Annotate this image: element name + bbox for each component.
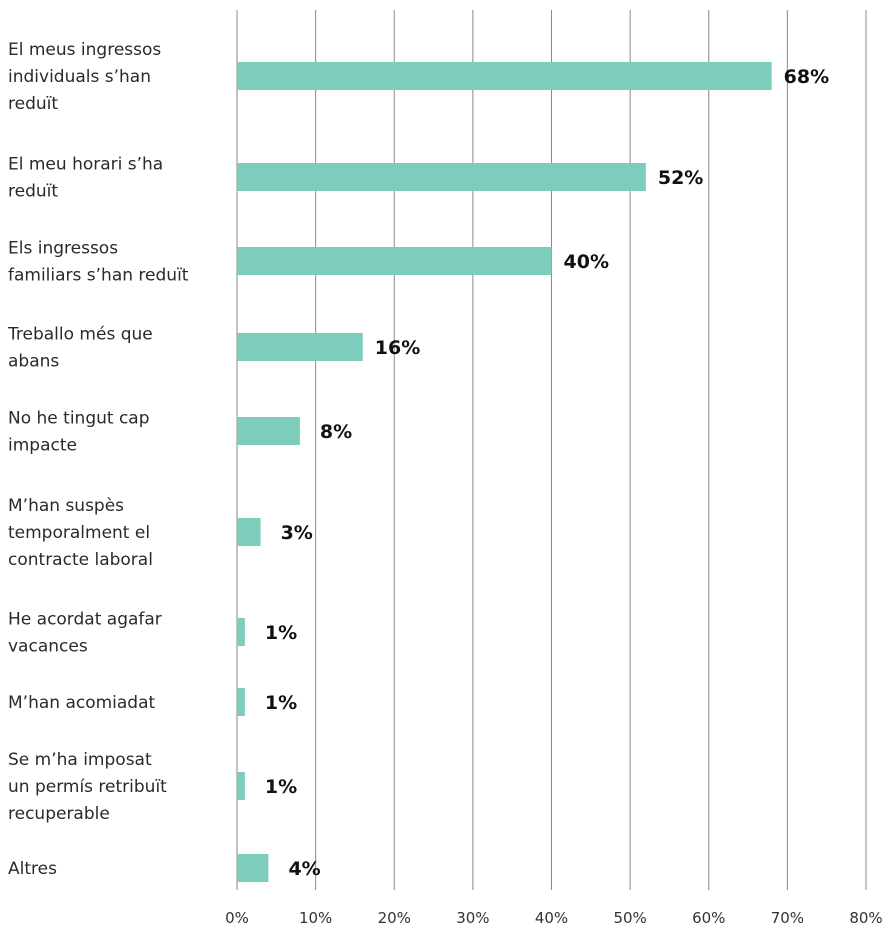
category-label: Se m’ha imposat un permís retribuït recupe…: [8, 750, 167, 824]
category-label-line: vacances: [8, 637, 88, 657]
x-tick-label: 80%: [849, 909, 882, 927]
bar: [237, 417, 300, 445]
bar: [237, 688, 245, 716]
category-label-line: reduït: [8, 182, 58, 202]
value-label: 1%: [265, 776, 297, 798]
value-label: 4%: [288, 858, 320, 880]
value-label: 3%: [281, 522, 313, 544]
category-label-line: familiars s’han reduït: [8, 266, 189, 286]
category-label-line: Se m’ha imposat: [8, 750, 152, 770]
x-tick-label: 20%: [378, 909, 411, 927]
bar: [237, 247, 552, 275]
value-label: 8%: [320, 421, 352, 443]
value-label: 68%: [784, 66, 829, 88]
category-label: He acordat agafar vacances: [8, 610, 162, 657]
category-label: El meu horari s’ha reduït: [8, 155, 163, 202]
x-tick-label: 40%: [535, 909, 568, 927]
value-label: 16%: [375, 337, 420, 359]
value-labels: 68% 52% 40% 16% 8% 3% 1% 1% 1% 4%: [265, 66, 829, 880]
category-label-line: Treballo més que: [7, 325, 153, 345]
category-label-line: No he tingut cap: [8, 409, 150, 429]
category-label-line: He acordat agafar: [8, 610, 162, 630]
bar: [237, 618, 245, 646]
bar: [237, 518, 261, 546]
category-label-line: temporalment el: [8, 523, 150, 543]
bar: [237, 333, 363, 361]
value-label: 52%: [658, 167, 703, 189]
value-label: 40%: [564, 251, 609, 273]
x-tick-label: 10%: [299, 909, 332, 927]
value-label: 1%: [265, 622, 297, 644]
category-label-line: Altres: [8, 859, 57, 879]
category-label: El meus ingressos individuals s’han reduït: [8, 40, 161, 114]
category-label-line: impacte: [8, 436, 77, 456]
x-tick-label: 0%: [225, 909, 249, 927]
x-tick-label: 70%: [771, 909, 804, 927]
category-label-line: M’han acomiadat: [8, 693, 156, 713]
category-label: M’han suspès temporalment el contracte lab…: [8, 496, 153, 570]
bar: [237, 772, 245, 800]
value-label: 1%: [265, 692, 297, 714]
category-label: Els ingressos familiars s’han reduït: [8, 239, 189, 286]
category-label-line: M’han suspès: [8, 496, 124, 516]
category-label-line: recuperable: [8, 804, 110, 824]
category-label-line: El meu horari s’ha: [8, 155, 163, 175]
category-label-line: un permís retribuït: [8, 777, 167, 797]
category-label-line: reduït: [8, 94, 58, 114]
category-label-line: contracte laboral: [8, 550, 153, 570]
category-label: Altres: [8, 859, 57, 879]
category-label-line: El meus ingressos: [8, 40, 161, 60]
bar: [237, 62, 772, 90]
bar: [237, 854, 269, 882]
bars: [237, 62, 772, 882]
category-label-line: abans: [8, 352, 59, 372]
category-label-line: individuals s’han: [8, 67, 151, 87]
x-tick-label: 60%: [692, 909, 725, 927]
category-label: Treballo més que abans: [7, 325, 153, 372]
bar: [237, 163, 646, 191]
category-labels: El meus ingressos individuals s’han reduït…: [7, 40, 189, 879]
x-tick-label: 50%: [613, 909, 646, 927]
x-tick-label: 30%: [456, 909, 489, 927]
category-label: M’han acomiadat: [8, 693, 156, 713]
category-label-line: Els ingressos: [8, 239, 118, 259]
x-axis-ticks: 0% 10% 20% 30% 40% 50% 60% 70% 80%: [225, 909, 883, 927]
gridlines: [236, 10, 867, 890]
category-label: No he tingut cap impacte: [8, 409, 150, 456]
